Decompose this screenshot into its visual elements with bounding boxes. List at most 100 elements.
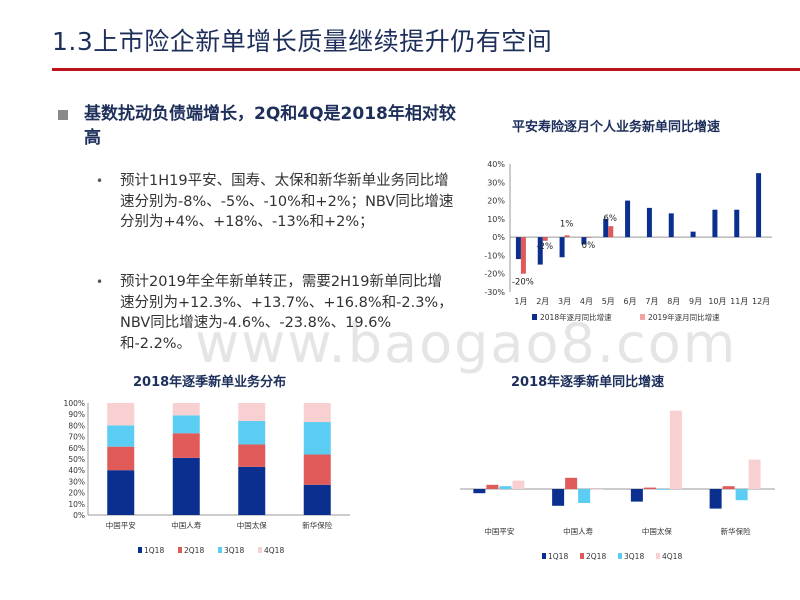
stack-segment-3Q18 [238,420,266,445]
bar-1Q18 [473,489,486,494]
stack-segment-1Q18 [238,466,266,515]
bar-3Q18 [499,486,512,489]
chart-title-monthly: 平安寿险逐月个人业务新单同比增速 [512,120,721,135]
x-tick-label: 12月 [752,297,770,306]
chart-quarterly-distribution: 100% 90% 80% 70% 60% 50% 40% 30% 20% 10% 0% 中国平安 中国人… [64,399,350,555]
legend-swatch [138,547,142,553]
y-tick-label: 10% [487,215,505,224]
bar-1 [690,231,696,238]
stack-segment-1Q18 [303,484,331,515]
legend-swatch-2019 [640,314,645,320]
y-tick-label: 20% [68,489,85,498]
bar-1Q18 [552,489,565,506]
stack-segment-4Q18 [238,403,266,421]
data-label: 0% [582,241,596,251]
stack-segment-3Q18 [172,415,200,434]
stack-segment-4Q18 [172,403,200,416]
stack-segment-4Q18 [107,403,135,426]
legend-label: 3Q18 [624,552,644,561]
stack-segment-3Q18 [303,422,331,455]
bar-1 [625,200,631,238]
legend-swatch [258,547,262,553]
bar-2Q18 [565,477,578,489]
stack-segment-1Q18 [107,470,135,515]
y-tick-label: 50% [68,455,85,464]
bar-2 [564,235,570,238]
bar-4Q18 [748,459,761,489]
title-underline [52,68,800,71]
x-tick-label: 中国太保 [237,520,267,530]
title-bar: 1.3上市险企新单增长质量继续提升仍有空间 [0,0,800,74]
bar-3Q18 [578,489,591,503]
main-bullet: 基数扰动负债端增长，2Q和4Q是2018年相对较高 [58,102,456,150]
bar-1 [515,237,521,260]
legend-label: 2Q18 [184,546,204,555]
legend-swatch [218,547,222,553]
watermark: www.baogao8.com [195,312,738,375]
legend-swatch [580,553,584,559]
legend-swatch [618,553,622,559]
x-tick-label: 中国平安 [106,520,136,530]
legend-label-2018: 2018年逐月同比增速 [540,312,612,322]
x-tick-label: 6月 [624,297,637,306]
bar-1 [581,237,587,245]
x-tick-label: 中国太保 [642,526,672,536]
x-tick-label: 2月 [536,297,549,306]
bar-3Q18 [735,489,748,501]
chart-quarterly-growth: 中国平安 中国人寿 中国太保 新华保险 1Q18 2Q18 3Q18 4Q18 [460,410,775,561]
stack-segment-1Q18 [172,457,200,515]
bar-2Q18 [486,484,499,489]
legend-label: 1Q18 [144,546,164,555]
y-tick-label: 30% [487,178,505,187]
y-tick-label: 0% [492,233,505,242]
sub-bullet-2: • 预计2019年全年新单转正，需要2H19新单同比增速分别为+12.3%、+1… [96,272,455,354]
legend-label-2019: 2019年逐月同比增速 [648,312,720,322]
bar-4Q18 [512,480,525,489]
y-tick-label: 80% [68,421,85,430]
bar-1 [712,209,718,238]
bar-1 [646,207,652,238]
bar-2Q18 [643,487,656,489]
x-tick-label: 4月 [580,297,593,306]
dot-bullet-icon: • [96,174,104,188]
x-tick-label: 8月 [667,297,680,306]
legend-label: 1Q18 [548,552,568,561]
bar-3Q18 [656,489,669,490]
y-tick-label: 100% [64,399,85,408]
x-tick-label: 3月 [558,297,571,306]
data-label: -20% [512,278,534,288]
slide-title: 1.3上市险企新单增长质量继续提升仍有空间 [52,27,553,56]
x-tick-label: 1月 [514,297,527,306]
y-tick-label: -20% [484,270,505,279]
x-tick-label: 中国人寿 [171,520,201,530]
bar-2 [542,237,548,241]
square-bullet-icon [58,110,68,120]
x-tick-label: 11月 [730,297,748,306]
y-tick-label: -30% [484,288,505,297]
data-label: -2% [536,242,553,252]
bar-2 [608,226,614,238]
y-tick-label: 0% [73,511,85,520]
data-label: 1% [560,219,574,229]
legend-swatch [178,547,182,553]
y-tick-label: 40% [68,466,85,475]
bar-2 [586,237,592,238]
x-tick-label: 7月 [645,297,658,306]
stack-segment-2Q18 [238,444,266,467]
sub-bullet-1-text: 预计1H19平安、国寿、太保和新华新单业务同比增速分别为-8%、-5%、-10%… [120,173,454,230]
stack-segment-2Q18 [303,454,331,485]
y-tick-label: 40% [487,160,505,169]
x-tick-label: 中国人寿 [563,526,593,536]
legend-label: 2Q18 [586,552,606,561]
y-tick-label: -10% [484,251,505,260]
stack-segment-2Q18 [107,446,135,471]
dot-bullet-icon: • [96,275,104,289]
y-tick-label: 30% [68,477,85,486]
bar-4Q18 [591,489,604,490]
y-tick-label: 60% [68,444,85,453]
main-bullet-text: 基数扰动负债端增长，2Q和4Q是2018年相对较高 [84,104,456,148]
sub-bullet-1: • 预计1H19平安、国寿、太保和新华新单业务同比增速分别为-8%、-5%、-1… [96,171,455,233]
x-tick-label: 9月 [689,297,702,306]
y-tick-label: 90% [68,410,85,419]
chart-title-quarterly: 2018年逐季新单同比增速 [511,375,665,390]
